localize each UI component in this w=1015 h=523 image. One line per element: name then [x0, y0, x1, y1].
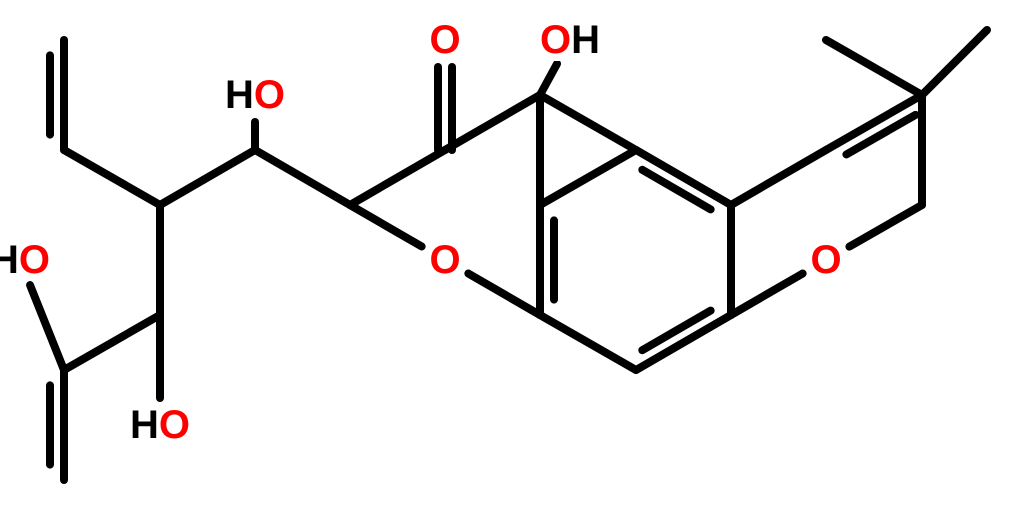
atoms-group: HO HO HO O O OH O	[0, 18, 842, 447]
atom-O-label: HO	[130, 403, 190, 447]
atom-O-label: O	[429, 18, 460, 62]
atom-O-label: OH	[540, 18, 600, 62]
atom-O-label: HO	[225, 73, 285, 117]
molecule-diagram: HO HO HO O O OH O	[0, 0, 1015, 523]
atom-O-label: O	[810, 238, 841, 282]
atom-O-label: O	[429, 238, 460, 282]
atom-O-label: HO	[0, 238, 50, 282]
